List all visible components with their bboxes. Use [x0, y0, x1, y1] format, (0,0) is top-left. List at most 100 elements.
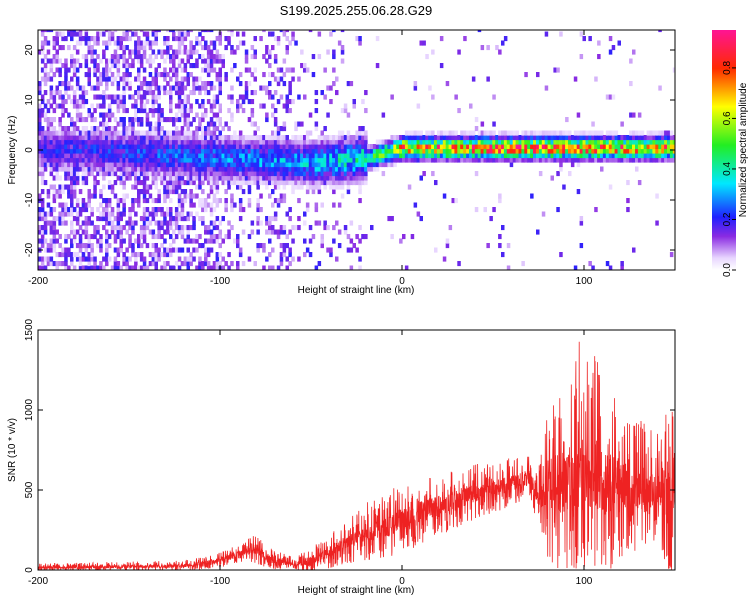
spectrogram-cell — [349, 247, 354, 253]
spectrogram-cell — [573, 135, 578, 141]
spectrogram-cell — [608, 49, 613, 55]
spectrogram-cell — [337, 184, 342, 190]
spectrogram-cell — [576, 162, 581, 168]
spectrogram-cell — [163, 67, 167, 73]
spectrogram-cell — [451, 157, 455, 163]
spectrogram-cell — [247, 198, 252, 204]
spectrogram-cell — [201, 243, 205, 249]
spectrogram-cell — [550, 175, 554, 181]
spectrogram-cell — [46, 247, 51, 253]
spectrogram-cell — [536, 144, 540, 150]
spectrogram-cell — [460, 139, 464, 145]
spectrogram-cell — [58, 193, 62, 199]
spectrogram-cell — [442, 157, 447, 163]
spectrogram-cell — [139, 94, 144, 100]
spectrogram-cell — [113, 216, 118, 222]
spectrogram-cell — [90, 117, 94, 123]
spectrogram-cell — [349, 166, 354, 172]
spectrogram-cell — [40, 234, 45, 240]
spectrogram-cell — [128, 234, 132, 240]
spectrogram-cell — [90, 171, 94, 177]
spectrogram-cell — [294, 139, 298, 145]
spectrogram-cell — [605, 261, 610, 267]
spectrogram-cell — [43, 247, 48, 253]
spectrogram-cell — [96, 144, 100, 150]
spectrogram-cell — [84, 54, 89, 60]
spectrogram-cell — [64, 175, 68, 181]
spectrogram-cell — [512, 144, 517, 150]
spectrogram-cell — [96, 148, 100, 154]
spectrogram-cell — [550, 135, 554, 141]
spectrogram-cell — [163, 72, 167, 78]
spectrogram-cell — [227, 139, 231, 145]
spectrogram-cell — [495, 144, 499, 150]
spectrogram-cell — [192, 193, 196, 199]
spectrogram-cell — [364, 234, 368, 240]
spectrogram-cell — [67, 189, 71, 195]
spectrogram-cell — [206, 30, 211, 33]
spectrogram-cell — [142, 184, 147, 190]
spectrogram-cell — [570, 153, 575, 159]
spectrogram-cell — [244, 144, 249, 150]
spectrogram-cell — [46, 162, 51, 168]
spectrogram-cell — [358, 189, 362, 195]
spectrogram-cell — [669, 135, 674, 141]
spectrogram-cell — [186, 216, 190, 222]
spectrogram-cell — [332, 54, 336, 60]
spectrogram-cell — [84, 117, 89, 123]
spectrogram-cell — [40, 261, 45, 267]
spectrogram-cell — [52, 216, 57, 222]
spectrogram-cell — [78, 189, 83, 195]
spectrogram-cell — [256, 166, 260, 172]
spectrogram-cell — [236, 180, 240, 186]
spectrogram-cell — [43, 36, 48, 42]
spectrogram-cell — [224, 153, 228, 159]
spectrogram-cell — [78, 261, 83, 267]
spectrogram-cell — [358, 265, 362, 270]
spectrogram-cell — [611, 135, 616, 141]
spectrogram-cell — [195, 265, 199, 270]
spectrogram-cell — [93, 175, 97, 181]
spectrogram-cell — [160, 126, 164, 132]
spectrogram-cell — [139, 225, 144, 231]
spectrogram-cell — [105, 85, 109, 91]
spectrogram-cell — [116, 45, 121, 51]
spectrogram-cell — [265, 144, 269, 150]
colorbar-ticks: 0.00.20.40.60.8 — [722, 61, 736, 277]
spectrogram-cell — [454, 130, 458, 136]
spectrogram-cell — [195, 139, 199, 145]
spectrogram-cell — [667, 130, 671, 136]
spectrogram-cell — [372, 153, 377, 159]
spectrogram-cell — [262, 162, 266, 168]
spectrogram-cell — [259, 243, 263, 249]
spectrogram-cell — [105, 121, 109, 127]
spectrogram-cell — [652, 135, 656, 141]
spectrogram-cell — [524, 139, 528, 145]
spectrogram-cell — [96, 171, 100, 177]
spectrogram-cell — [244, 90, 249, 96]
spectrogram-cell — [273, 54, 278, 60]
spectrogram-cell — [70, 252, 74, 258]
spectrogram-cell — [262, 265, 266, 270]
spectrogram-cell — [486, 130, 490, 136]
spectrogram-cell — [110, 139, 115, 145]
spectrogram-cell — [198, 76, 202, 82]
spectrogram-cell — [556, 139, 560, 145]
spectrogram-cell — [157, 153, 161, 159]
spectrogram-cell — [276, 36, 281, 42]
spectrogram-cell — [145, 189, 150, 195]
spectrogram-cell — [87, 45, 91, 51]
spectrogram-cell — [75, 130, 80, 136]
spectrogram-cell — [419, 130, 423, 136]
spectrogram-cell — [87, 36, 91, 42]
spectrogram-cell — [99, 189, 103, 195]
spectrogram-cell — [177, 45, 182, 51]
spectrogram-cell — [93, 189, 97, 195]
spectrogram-cell — [291, 256, 295, 262]
spectrogram-cell — [367, 153, 371, 159]
spectrogram-cell — [279, 153, 284, 159]
spectrogram-cell — [393, 139, 397, 145]
spectrogram-cell — [198, 175, 202, 181]
spectrogram-cell — [358, 126, 362, 132]
